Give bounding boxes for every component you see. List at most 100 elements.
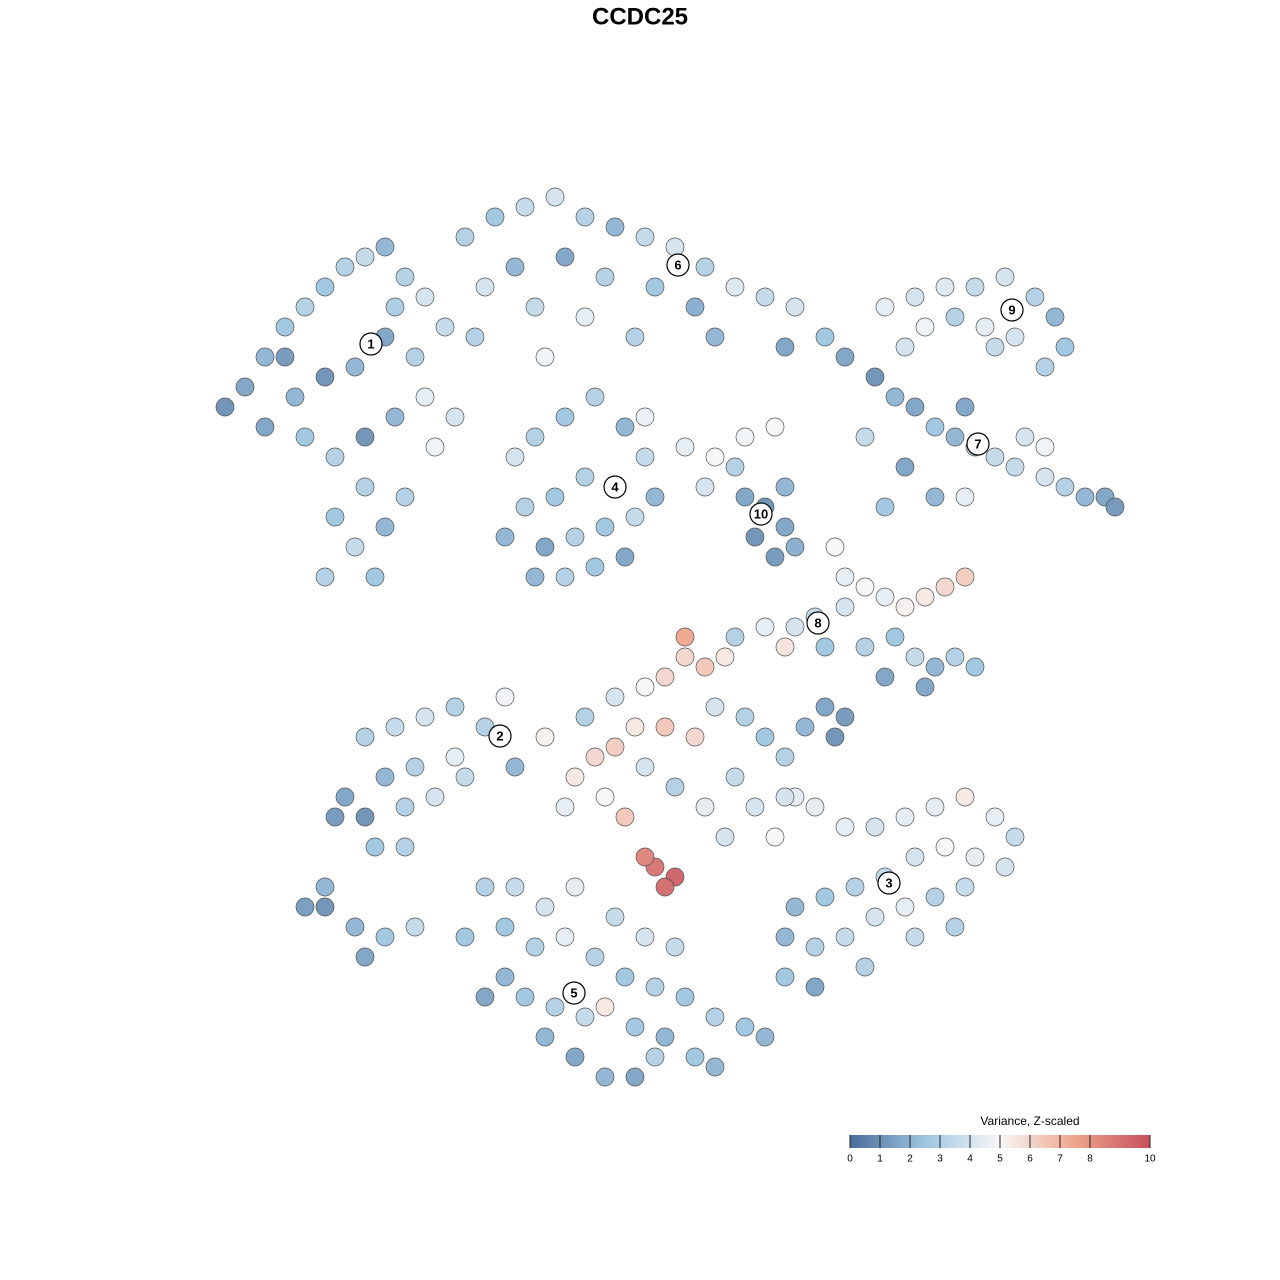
point (315, 897, 335, 917)
point (455, 227, 475, 247)
point (825, 727, 845, 747)
point (385, 297, 405, 317)
point (665, 237, 685, 257)
point (675, 987, 695, 1007)
point (535, 1027, 555, 1047)
point (715, 827, 735, 847)
point (885, 627, 905, 647)
point (865, 907, 885, 927)
point (635, 447, 655, 467)
cluster-marker (1000, 298, 1024, 322)
point (355, 727, 375, 747)
colorbar-tick-label: 2 (907, 1154, 913, 1165)
point (385, 717, 405, 737)
point (1035, 437, 1055, 457)
colorbar-tick-label: 0 (847, 1154, 853, 1165)
point (595, 517, 615, 537)
point (695, 797, 715, 817)
point (575, 707, 595, 727)
point (665, 937, 685, 957)
point (385, 407, 405, 427)
point (1015, 427, 1035, 447)
point (665, 777, 685, 797)
point (365, 567, 385, 587)
point (585, 557, 605, 577)
cluster-marker (488, 724, 512, 748)
point (835, 567, 855, 587)
point (605, 737, 625, 757)
point (525, 427, 545, 447)
cluster-marker (359, 332, 383, 356)
point (1005, 827, 1025, 847)
point (895, 897, 915, 917)
point (915, 677, 935, 697)
point (455, 767, 475, 787)
point (1035, 357, 1055, 377)
point (635, 927, 655, 947)
point (705, 697, 725, 717)
point (905, 847, 925, 867)
point (735, 487, 755, 507)
point (565, 1047, 585, 1067)
point (675, 647, 695, 667)
point (235, 377, 255, 397)
point (835, 597, 855, 617)
point (785, 617, 805, 637)
point (415, 387, 435, 407)
point (995, 857, 1015, 877)
point (465, 327, 485, 347)
point (445, 697, 465, 717)
point (1035, 467, 1055, 487)
point (375, 767, 395, 787)
point (395, 837, 415, 857)
colorbar-tick-label: 1 (877, 1154, 883, 1165)
point (615, 547, 635, 567)
colorbar-tick-label: 7 (1057, 1154, 1063, 1165)
point (1105, 497, 1125, 517)
point (615, 417, 635, 437)
point (515, 197, 535, 217)
cluster-label: 8 (814, 615, 821, 630)
point (965, 657, 985, 677)
point (495, 917, 515, 937)
point (1005, 457, 1025, 477)
point (735, 427, 755, 447)
point (575, 1007, 595, 1027)
point (745, 797, 765, 817)
point (615, 807, 635, 827)
point (575, 467, 595, 487)
point (525, 937, 545, 957)
point (905, 287, 925, 307)
point (765, 547, 785, 567)
point (805, 977, 825, 997)
cluster-label: 6 (674, 257, 681, 272)
point (935, 277, 955, 297)
point (705, 447, 725, 467)
point (525, 567, 545, 587)
point (695, 477, 715, 497)
cluster-marker (666, 253, 690, 277)
point (625, 717, 645, 737)
point (585, 947, 605, 967)
point (805, 937, 825, 957)
colorbar: Variance, Z-scaled 0 1 2 3 4 5 6 7 8 10 (847, 1114, 1156, 1164)
point (635, 757, 655, 777)
point (525, 297, 545, 317)
point (685, 1047, 705, 1067)
point (875, 587, 895, 607)
point (415, 707, 435, 727)
point (965, 277, 985, 297)
cluster-marker (749, 502, 773, 526)
point (815, 327, 835, 347)
point (605, 687, 625, 707)
point (975, 317, 995, 337)
point (785, 297, 805, 317)
cluster-marker (966, 432, 990, 456)
point (255, 347, 275, 367)
point (555, 567, 575, 587)
point (815, 637, 835, 657)
point (925, 417, 945, 437)
point (955, 877, 975, 897)
point (855, 577, 875, 597)
